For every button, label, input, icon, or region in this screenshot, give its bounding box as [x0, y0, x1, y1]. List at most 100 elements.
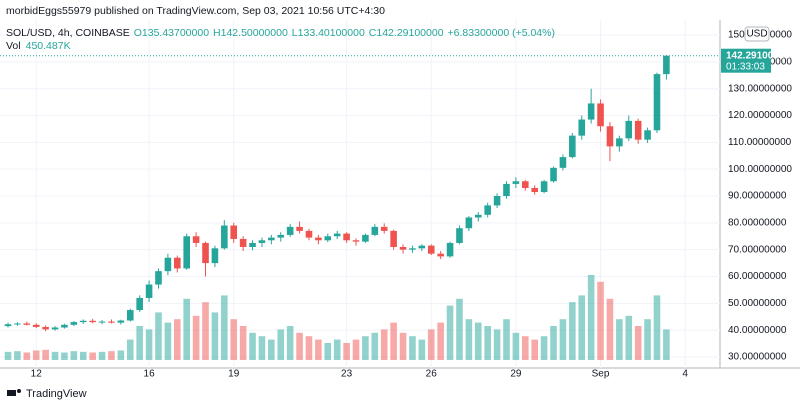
volume-bar: [456, 298, 463, 360]
volume-name: Vol: [6, 40, 21, 52]
candle-body: [503, 183, 510, 197]
candle-body: [427, 245, 435, 254]
logo-dot: [17, 389, 21, 393]
volume-bar: [531, 339, 539, 360]
candle-body: [493, 196, 501, 206]
candle-body: [305, 230, 313, 238]
candle-body: [136, 297, 143, 311]
volume-bar: [569, 302, 576, 360]
y-tick-label: 30.00000000: [728, 352, 787, 363]
candle-body: [352, 240, 360, 242]
volume-bar: [465, 319, 473, 360]
candle-body: [474, 214, 482, 218]
candle-body: [174, 257, 181, 269]
candle-body: [42, 326, 49, 330]
ohlc-value: C142.29100000: [369, 27, 444, 39]
candle-body: [531, 187, 539, 192]
volume-bar: [427, 329, 435, 360]
volume-bar: [409, 336, 416, 360]
volume-bar: [305, 336, 313, 360]
volume-bar: [390, 322, 397, 360]
y-tick-label: 60.00000000: [728, 271, 787, 282]
candle-body: [70, 322, 78, 325]
volume-bar: [61, 352, 68, 360]
y-tick-label: 90.00000000: [728, 191, 787, 202]
candle-body: [540, 181, 548, 192]
candle-body: [61, 324, 68, 328]
volume-bar: [644, 319, 651, 360]
symbol: SOL/USD, 4h, COINBASE: [6, 27, 130, 39]
volume-bar: [183, 298, 190, 360]
volume-bar: [70, 351, 78, 360]
candle-body: [324, 236, 332, 241]
candle-body: [559, 157, 567, 168]
candle-body: [578, 119, 586, 136]
volume-bar: [145, 329, 153, 360]
volume-bar: [550, 326, 557, 360]
candle-body: [239, 238, 247, 247]
volume-bar: [324, 343, 332, 360]
y-tick-label: 70.00000000: [728, 244, 787, 255]
volume-bar: [136, 326, 143, 360]
candle-body: [183, 236, 190, 269]
candle-body: [164, 257, 172, 272]
volume-bar: [380, 329, 388, 360]
volume-legend: Vol 450.487K: [6, 40, 71, 52]
candle-body: [380, 226, 388, 231]
candle-body: [23, 323, 31, 325]
candle-body: [634, 120, 642, 140]
volume-bar: [597, 281, 604, 360]
candle-body: [277, 234, 285, 238]
candle-body: [653, 74, 661, 131]
volume-bar: [89, 352, 96, 360]
x-tick-label: 29: [510, 369, 522, 380]
volume-bar: [32, 350, 40, 360]
candle-body: [371, 226, 379, 235]
x-tick-label: 16: [144, 369, 156, 380]
volume-bar: [277, 329, 285, 360]
symbol-legend: SOL/USD, 4h, COINBASE O135.43700000 H142.5…: [6, 27, 555, 39]
volume-bar: [239, 326, 247, 360]
candle-body: [333, 233, 341, 237]
candle-body: [616, 138, 623, 147]
volume-bar: [634, 326, 642, 360]
candle-body: [79, 320, 87, 323]
y-tick-label: 50.00000000: [728, 298, 787, 309]
ohlc-value: +6.83300000 (+5.04%): [448, 27, 555, 39]
candle-body: [98, 321, 106, 323]
y-tick-label: 100.00000000: [728, 164, 792, 175]
publisher-line: morbidEggs55979 published on TradingView…: [6, 5, 385, 17]
candle-body: [569, 135, 576, 158]
volume-bar: [606, 298, 614, 360]
volume-bar: [51, 351, 59, 360]
y-tick-label: 120.00000000: [728, 110, 792, 121]
candle-body: [211, 248, 219, 264]
candle-body: [625, 120, 633, 139]
candle-body: [296, 226, 303, 231]
candle-body: [192, 236, 200, 243]
volume-bar: [493, 329, 501, 360]
volume-bar: [23, 352, 31, 360]
volume-bar: [512, 332, 520, 360]
candle-body: [117, 320, 125, 323]
candle-body: [597, 103, 604, 127]
volume-bar: [211, 312, 219, 360]
volume-bar: [258, 336, 266, 360]
volume-bar: [14, 351, 21, 360]
volume-bar: [202, 302, 209, 360]
candle-body: [512, 181, 520, 184]
logo-mark: [7, 390, 16, 396]
last-price-box: [721, 48, 771, 73]
volume-bar: [559, 319, 567, 360]
volume-bar: [653, 295, 661, 360]
volume-bar: [522, 336, 529, 360]
volume-bar: [625, 315, 633, 360]
volume-bar: [98, 351, 106, 360]
candle-body: [32, 324, 40, 327]
volume-bar: [296, 332, 303, 360]
candle-body: [89, 320, 96, 323]
volume-bar: [155, 312, 162, 360]
candle-body: [418, 245, 426, 249]
candle-body: [606, 126, 614, 147]
y-tick-label: 110.00000000: [728, 137, 792, 148]
